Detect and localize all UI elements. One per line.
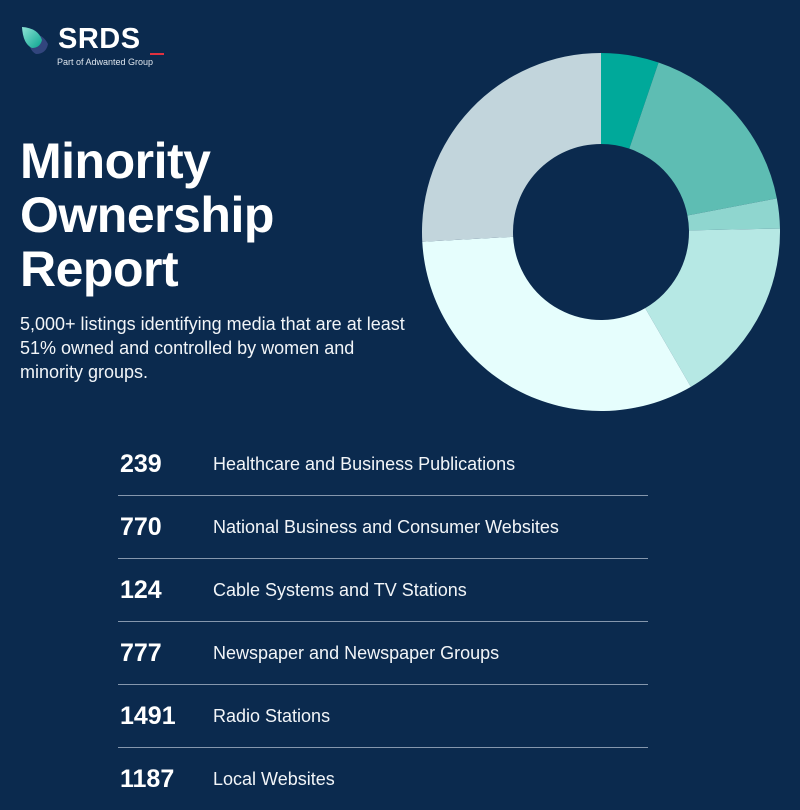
stat-label: Newspaper and Newspaper Groups [213, 643, 500, 663]
stat-count: 770 [120, 513, 162, 541]
donut-chart [422, 53, 780, 412]
subtitle: 5,000+ listings identifying media that a… [20, 314, 405, 382]
logo-tagline: Part of Adwanted Group [57, 57, 154, 67]
donut-slice-healthcare-and-business-publications [601, 53, 659, 149]
donut-slice-radio-stations [422, 236, 691, 412]
donut-slice-national-business-and-consumer-websites [629, 62, 777, 216]
srds-logo: SRDS Part of Adwanted Group [20, 23, 180, 72]
stat-row: 777 Newspaper and Newspaper Groups [118, 622, 648, 685]
stat-count: 1187 [120, 765, 175, 793]
stat-row: 770 National Business and Consumer Websit… [118, 496, 648, 559]
donut-slice-local-websites [422, 53, 601, 242]
stat-row: 1187 Local Websites [118, 748, 648, 810]
stat-label: Local Websites [213, 769, 335, 789]
stat-count: 1491 [120, 702, 176, 730]
stat-count: 239 [120, 450, 162, 478]
donut-slice-newspaper-and-newspaper-groups [645, 228, 780, 387]
stat-row: 124 Cable Systems and TV Stations [118, 559, 648, 622]
stat-label: Radio Stations [213, 706, 331, 726]
title-line: Ownership [20, 187, 274, 243]
stat-label: Cable Systems and TV Stations [213, 580, 467, 600]
stat-count: 777 [120, 639, 162, 667]
stats-list: 239 Healthcare and Business Publications … [118, 433, 648, 810]
title-line: Minority [20, 133, 211, 189]
stat-row: 1491 Radio Stations [118, 685, 648, 748]
stat-row: 239 Healthcare and Business Publications [118, 433, 648, 496]
stat-count: 124 [120, 576, 162, 604]
logo-accent-bar [150, 53, 164, 55]
title-line: Report [20, 241, 179, 297]
stat-label: Healthcare and Business Publications [213, 454, 516, 474]
donut-slice-cable-systems-and-tv-stations [687, 198, 780, 231]
page-title: Minority Ownership Report [20, 134, 274, 296]
logo-wordmark: SRDS [58, 23, 141, 55]
stat-label: National Business and Consumer Websites [213, 517, 559, 537]
logo-leaf-icon [22, 27, 48, 54]
